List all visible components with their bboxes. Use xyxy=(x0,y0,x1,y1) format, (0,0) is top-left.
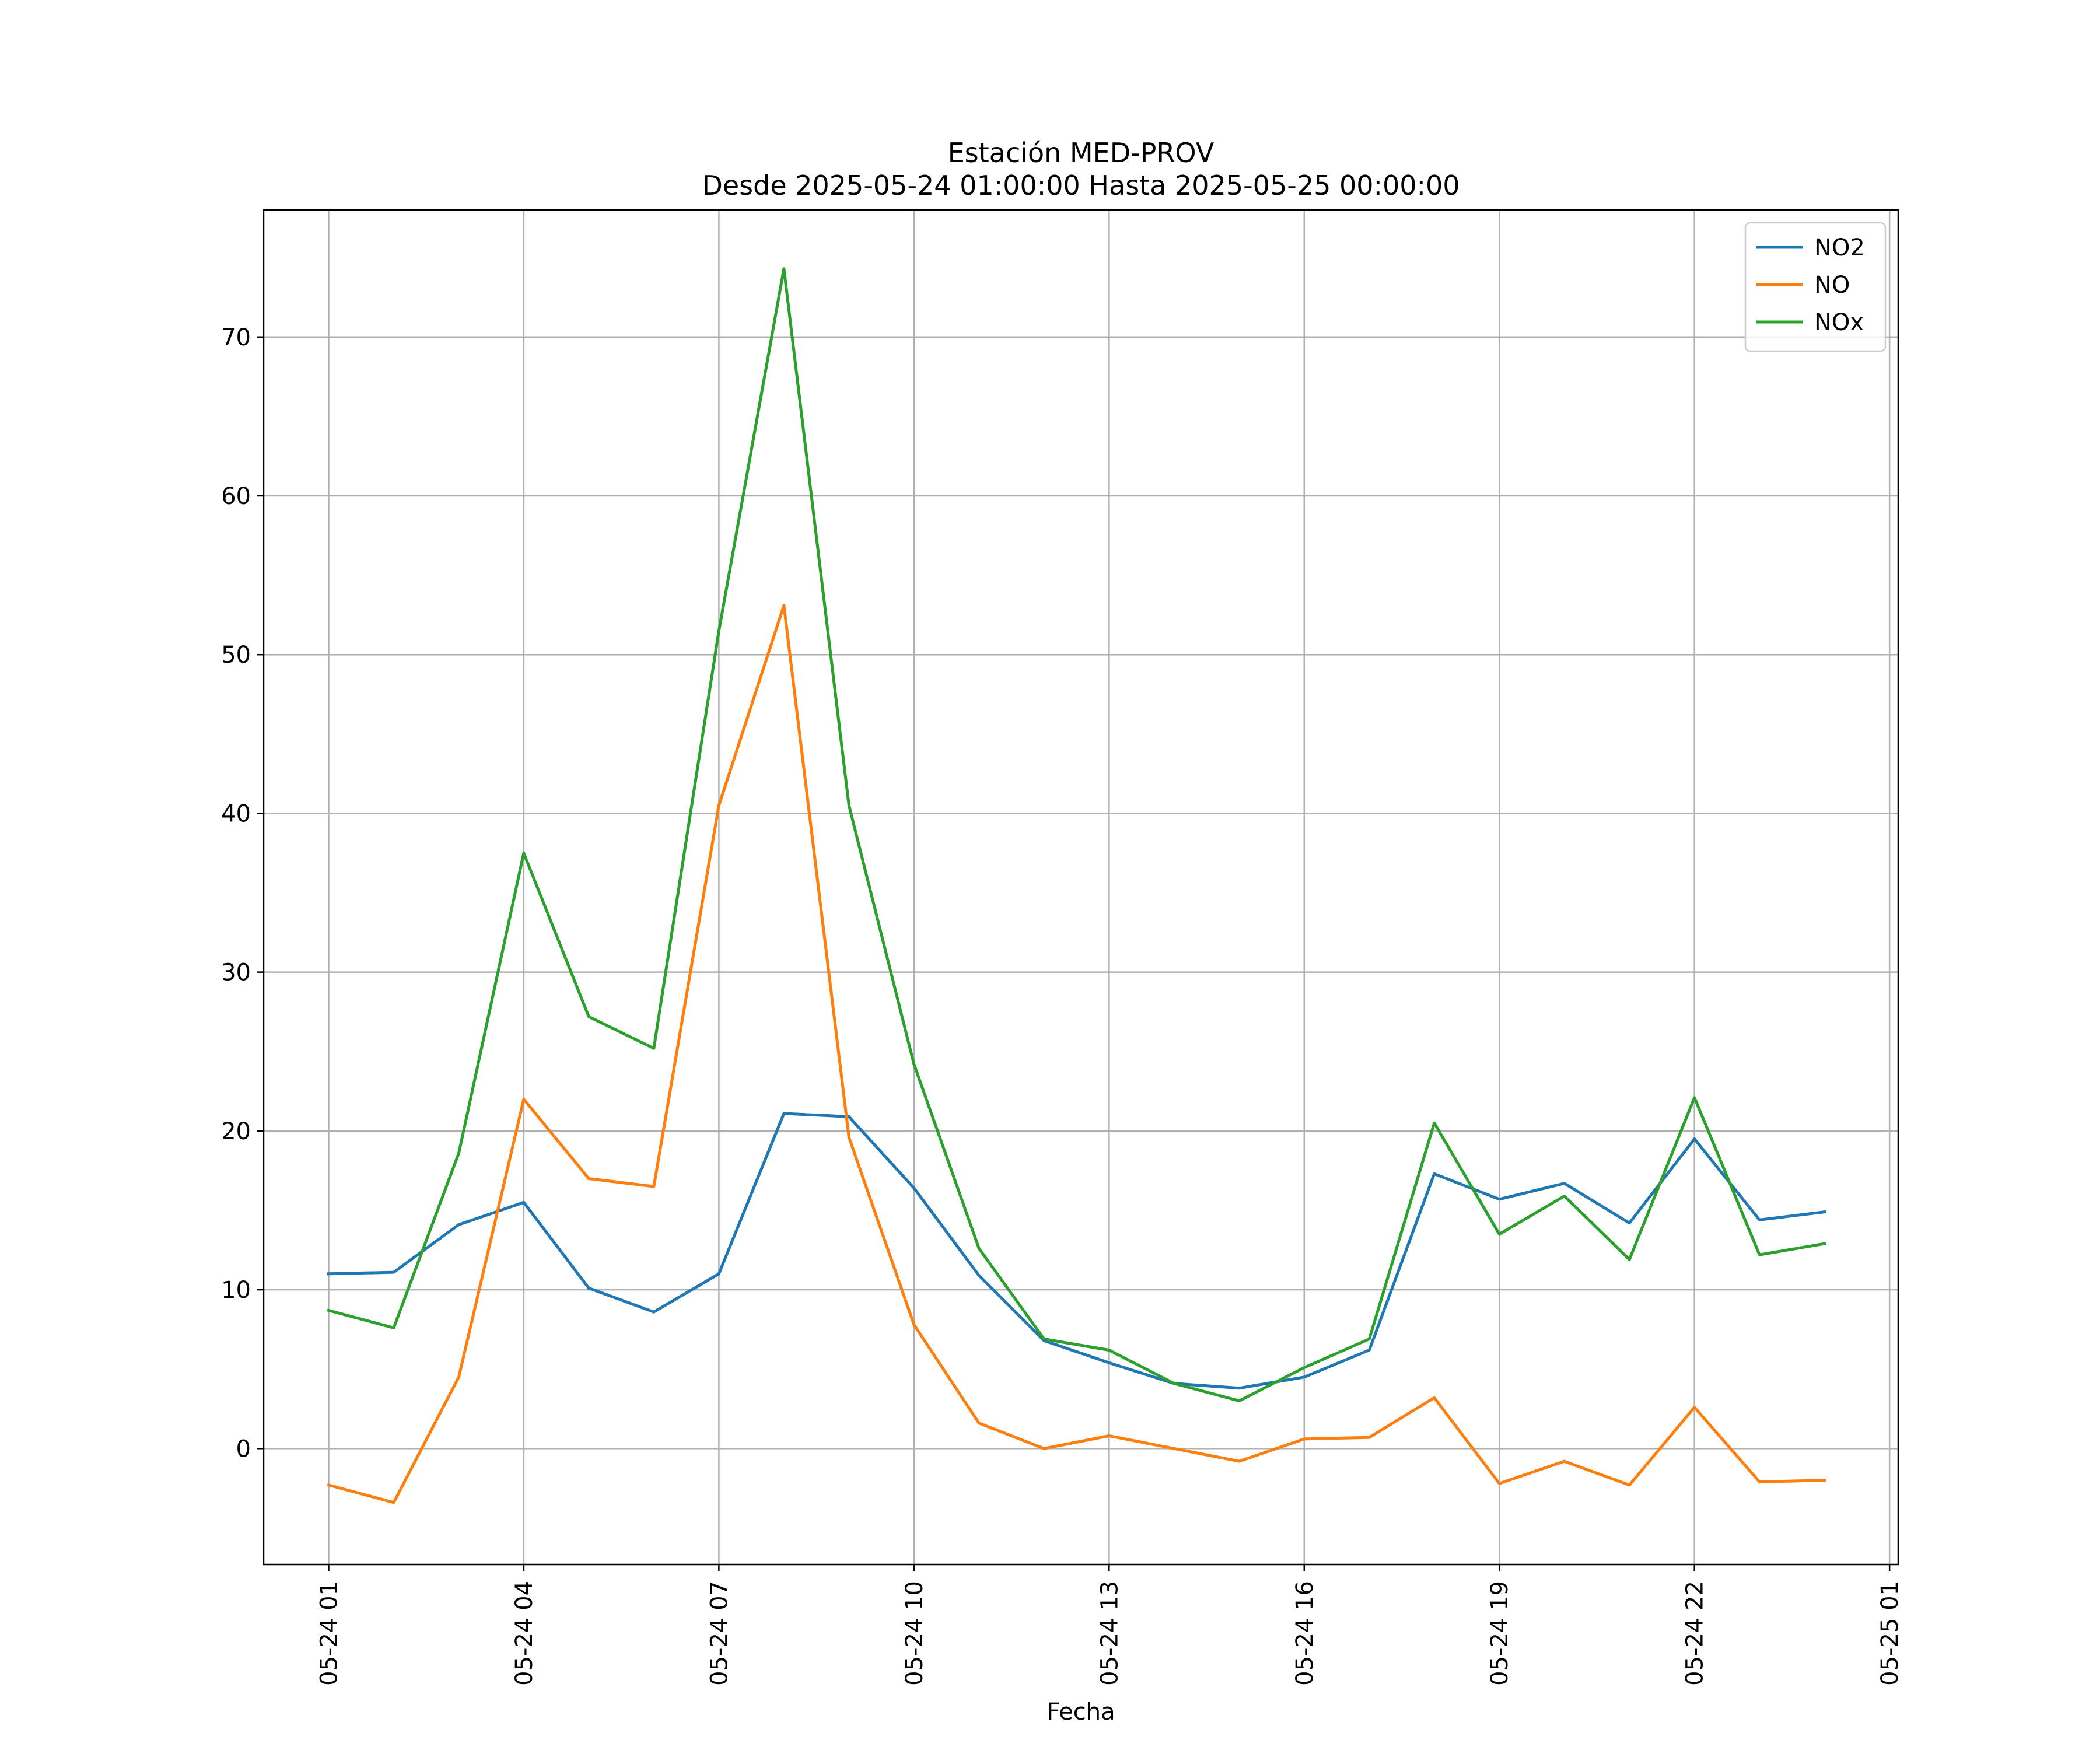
y-tick-label: 60 xyxy=(221,483,251,510)
x-tick-label: 05-24 13 xyxy=(1096,1581,1123,1686)
legend: NO2 NO NOx xyxy=(1744,222,1887,352)
plot-frame xyxy=(262,209,1899,1566)
x-tick-label: 05-24 19 xyxy=(1486,1581,1513,1686)
x-tick-label: 05-24 04 xyxy=(511,1581,538,1686)
y-tick-label: 50 xyxy=(221,642,251,668)
x-tick-label: 05-24 22 xyxy=(1682,1581,1709,1686)
x-axis-ticks: 05-24 01 05-24 04 05-24 07 05-24 10 05-24 13… xyxy=(316,1564,1903,1686)
y-tick-label: 40 xyxy=(221,800,251,827)
y-tick-label: 0 xyxy=(236,1436,251,1462)
series-line-no2 xyxy=(327,1112,1826,1390)
x-tick-label: 05-24 16 xyxy=(1292,1581,1318,1686)
x-tick-label: 05-24 01 xyxy=(316,1581,342,1686)
grid-lines xyxy=(264,210,1898,1564)
series-line-nox xyxy=(327,267,1826,1403)
y-tick-label: 30 xyxy=(221,960,251,986)
y-tick-label: 70 xyxy=(221,324,251,351)
legend-label-no2: NO2 xyxy=(1814,235,1865,261)
legend-box xyxy=(1744,222,1887,352)
x-axis-label: Fecha xyxy=(1046,1699,1115,1726)
x-tick-label: 05-24 10 xyxy=(901,1581,928,1686)
y-tick-label: 20 xyxy=(221,1118,251,1145)
chart-subtitle: Desde 2025-05-24 01:00:00 Hasta 2025-05-… xyxy=(702,170,1460,201)
legend-label-nox: NOx xyxy=(1814,309,1864,336)
series-line-no xyxy=(327,604,1826,1504)
series-lines xyxy=(327,267,1826,1504)
x-tick-label: 05-25 01 xyxy=(1877,1581,1903,1686)
y-axis-ticks: 0 10 20 30 40 50 60 70 xyxy=(221,324,264,1462)
x-tick-label: 05-24 07 xyxy=(706,1581,733,1686)
y-tick-label: 10 xyxy=(221,1277,251,1304)
legend-label-no: NO xyxy=(1814,272,1850,299)
chart-title: Estación MED-PROV xyxy=(948,137,1214,169)
